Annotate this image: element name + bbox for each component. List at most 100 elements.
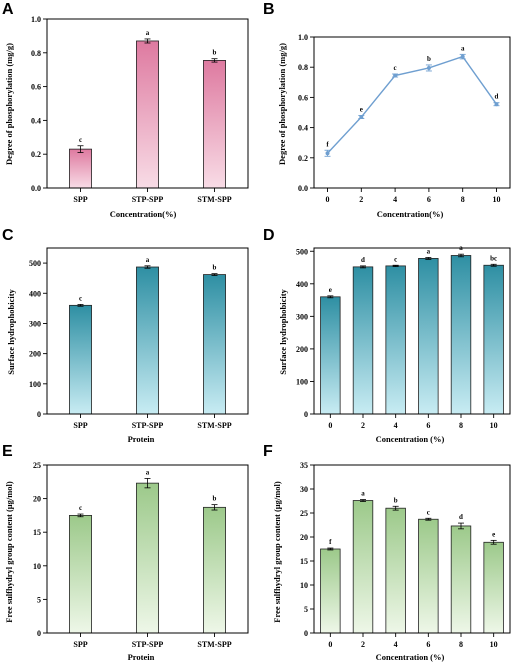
- bar: [69, 148, 92, 189]
- significance-label: e: [492, 530, 495, 538]
- y-axis-title: Degree of phosphorylation (mg/g): [277, 43, 287, 165]
- bar: [69, 515, 92, 634]
- x-tick-label: 2: [361, 421, 365, 430]
- bar: [483, 541, 504, 634]
- x-tick-label: STM-SPP: [197, 640, 231, 649]
- x-tick-label: 8: [459, 640, 463, 649]
- x-tick-label: STP-SPP: [132, 195, 164, 204]
- bar: [69, 304, 92, 415]
- y-axis-title: Free sulfhydryl group content (μg/mol): [272, 481, 282, 623]
- x-tick-label: 0: [328, 640, 332, 649]
- y-axis-title: Surface hydrophobicity: [278, 288, 288, 374]
- significance-label: b: [427, 55, 431, 63]
- plot-frame: [46, 464, 249, 634]
- x-tick-label: 8: [459, 421, 463, 430]
- y-tick-label: 0.2: [298, 154, 308, 163]
- bar: [136, 266, 159, 415]
- y-tick-label: 500: [29, 259, 41, 268]
- plot-area: 0 5 10 15 20 25 SPP STP-SPP STM-SPP c a b: [33, 461, 249, 649]
- y-tick-label: 300: [296, 312, 308, 321]
- significance-label: b: [213, 264, 217, 272]
- bar: [136, 40, 159, 189]
- y-tick-label: 25: [300, 509, 308, 518]
- x-tick-label: 6: [426, 421, 430, 430]
- y-axis-title: Free sulfhydryl group content (μg/mol): [4, 481, 14, 623]
- plot-frame: [46, 18, 249, 189]
- y-tick-label: 0.4: [31, 116, 41, 125]
- y-axis-title: Degree of phosphorylation (mg/g): [4, 43, 14, 165]
- bar: [385, 507, 406, 634]
- bar: [418, 518, 439, 634]
- y-tick-label: 200: [29, 350, 41, 359]
- data-point: [426, 65, 431, 70]
- y-tick-label: 200: [296, 345, 308, 354]
- panel-e: E Free sulfhydryl group content (μg/mol)…: [2, 443, 249, 662]
- y-tick-label: 5: [37, 595, 41, 604]
- y-tick-label: 100: [29, 380, 41, 389]
- significance-label: e: [329, 286, 332, 294]
- x-tick-label: 4: [393, 195, 397, 204]
- significance-label: c: [394, 64, 397, 72]
- significance-label: a: [461, 44, 465, 52]
- y-tick-label: 0.8: [31, 49, 41, 58]
- y-tick-label: 20: [33, 495, 41, 504]
- x-tick-label: 2: [359, 195, 363, 204]
- significance-label: a: [361, 490, 365, 498]
- series-line: [327, 55, 498, 154]
- significance-label: bc: [490, 254, 497, 262]
- y-tick-label: 30: [300, 485, 308, 494]
- y-tick-label: 0.2: [31, 150, 41, 159]
- y-tick-label: 400: [29, 289, 41, 298]
- y-tick-label: 0: [37, 629, 41, 638]
- y-axis-title: Surface hydrophobicity: [6, 288, 16, 374]
- plot-area: 0.0 0.2 0.4 0.6 0.8 1.0 SPP STP-SPP STM-SPP c a b: [31, 15, 249, 204]
- panel-d: D Surface hydrophobicity Concentration (…: [263, 227, 511, 444]
- significance-label: c: [427, 508, 430, 516]
- x-tick-label: SPP: [73, 640, 87, 649]
- significance-label: a: [427, 247, 431, 255]
- y-tick-label: 400: [296, 280, 308, 289]
- y-tick-label: 500: [296, 247, 308, 256]
- x-tick-label: STM-SPP: [197, 195, 231, 204]
- y-tick-label: 15: [33, 528, 41, 537]
- significance-label: f: [329, 538, 332, 546]
- y-tick-label: 0.0: [298, 184, 308, 193]
- x-axis-title: Concentration (%): [376, 434, 445, 444]
- panel-f: F Free sulfhydryl group content (μg/mol)…: [263, 443, 511, 662]
- y-tick-label: 100: [296, 377, 308, 386]
- plot-frame: [313, 36, 511, 189]
- y-tick-label: 0: [37, 410, 41, 419]
- panel-letter: C: [2, 227, 14, 244]
- y-tick-label: 0: [304, 410, 308, 419]
- significance-label: c: [79, 294, 82, 302]
- data-point: [393, 73, 398, 78]
- bar: [385, 265, 406, 415]
- x-tick-label: 0: [326, 195, 330, 204]
- plot-area: 0 5 10 15 20 25 30 35 0 2 4 6 8 10 f a b c d e: [300, 461, 511, 649]
- x-axis-title: Concentration (%): [376, 652, 445, 662]
- x-tick-label: 6: [426, 640, 430, 649]
- y-tick-label: 0.6: [298, 93, 308, 102]
- significance-label: d: [459, 513, 463, 521]
- plot-frame: [313, 247, 511, 415]
- bar: [136, 482, 159, 634]
- bar: [352, 266, 374, 415]
- y-tick-label: 25: [33, 461, 41, 470]
- x-tick-label: STP-SPP: [132, 640, 164, 649]
- x-tick-label: 10: [490, 421, 498, 430]
- bar: [203, 274, 226, 415]
- panel-letter: E: [2, 443, 13, 460]
- bar: [203, 60, 226, 189]
- x-tick-label: 8: [461, 195, 465, 204]
- significance-label: b: [394, 496, 398, 504]
- x-axis-title: Protein: [128, 434, 155, 444]
- bar: [450, 525, 472, 634]
- y-tick-label: 5: [304, 605, 308, 614]
- significance-label: d: [495, 93, 499, 101]
- y-tick-label: 10: [33, 562, 41, 571]
- plot-frame: [46, 247, 249, 415]
- significance-label: f: [326, 140, 329, 148]
- y-tick-label: 20: [300, 533, 308, 542]
- x-tick-label: 4: [394, 421, 398, 430]
